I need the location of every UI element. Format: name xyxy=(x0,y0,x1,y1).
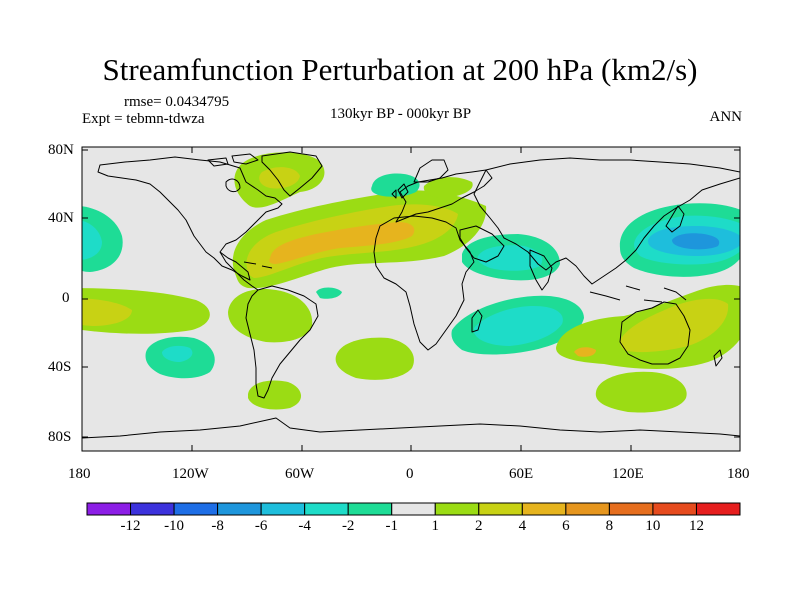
colorbar-label: 1 xyxy=(431,518,440,534)
lon-label-0: 0 xyxy=(406,466,414,482)
colorbar-label: 6 xyxy=(562,518,570,534)
contour-satlantic-pos1 xyxy=(335,337,414,380)
colorbar-swatch xyxy=(608,502,654,516)
colorbar-label: -4 xyxy=(298,518,311,534)
colorbar-label: 8 xyxy=(605,518,614,534)
colorbar-swatch xyxy=(478,502,523,516)
contour-australia-pos4 xyxy=(574,347,596,357)
coastline-hudson-bay xyxy=(225,178,241,193)
coastline-new-zealand xyxy=(713,349,723,367)
contour-australia-pos2 xyxy=(620,298,729,353)
lon-label-180w: 180 xyxy=(68,466,91,482)
contour-spacific-neg2 xyxy=(162,345,193,362)
lon-label-60w: 60W xyxy=(285,466,315,482)
coastline-indonesia xyxy=(589,285,687,303)
map-title: Streamfunction Perturbation at 200 hPa (… xyxy=(102,52,698,87)
colorbar-label: 4 xyxy=(518,518,527,534)
colorbar-swatch xyxy=(434,502,480,516)
rmse-label: rmse= 0.0434795 xyxy=(124,94,230,110)
lat-label-80n: 80N xyxy=(48,142,74,158)
colorbar-swatch xyxy=(304,502,349,516)
contour-greenland-pos2 xyxy=(259,167,300,189)
axis-ticks xyxy=(82,147,740,451)
contour-wpacific-neg6 xyxy=(672,233,720,250)
contour-epacific-neg2 xyxy=(82,220,102,260)
experiment-label: Expt = tebmn-tdwza xyxy=(82,111,205,127)
coastline-australia xyxy=(619,301,691,365)
colorbar-label: 10 xyxy=(645,518,661,534)
colorbar-swatch xyxy=(652,502,697,516)
contour-trop-epacific-pos2 xyxy=(82,298,132,326)
colorbar-swatch xyxy=(391,502,436,516)
contour-patagonia-pos1 xyxy=(248,380,302,410)
colorbar-label: 2 xyxy=(475,518,483,534)
lon-label-120e: 120E xyxy=(612,466,644,482)
contour-southern-pos1 xyxy=(595,371,687,413)
contour-field xyxy=(82,151,740,439)
coastline-british-isles xyxy=(391,183,409,199)
colorbar-label: -2 xyxy=(341,518,355,534)
lon-label-180e: 180 xyxy=(727,466,750,482)
contour-centralasia-pos1 xyxy=(423,177,473,198)
season-label: ANN xyxy=(709,109,743,125)
lon-label-60e: 60E xyxy=(509,466,534,482)
colorbar-swatch xyxy=(217,502,262,516)
lat-label-40n: 40N xyxy=(48,210,74,226)
colorbar-label: -12 xyxy=(120,518,141,534)
coastline-scandinavia xyxy=(413,159,449,183)
lat-label-80s: 80S xyxy=(48,429,72,445)
coastline-central-america xyxy=(219,251,259,291)
colorbar-swatch xyxy=(130,502,175,516)
coastline-india xyxy=(529,249,553,291)
colorbar-swatch xyxy=(521,502,567,516)
coastline-africa xyxy=(373,215,475,351)
coastline-north-america xyxy=(97,156,283,281)
contour-sindian-neg2 xyxy=(474,306,563,346)
colorbar-swatch xyxy=(695,502,741,516)
colorbar-label: -10 xyxy=(164,518,185,534)
colorbar-swatch xyxy=(86,502,132,516)
contour-arabia-neg2 xyxy=(477,245,543,271)
coastline-madagascar xyxy=(471,309,483,333)
coastline-south-america xyxy=(245,285,319,399)
coastline-antarctica xyxy=(82,417,740,439)
coastline-arabia xyxy=(459,225,505,263)
colorbar-swatch xyxy=(173,502,219,516)
colorbar-swatch xyxy=(347,502,393,516)
coastlines xyxy=(82,151,740,439)
colorbar-label: 12 xyxy=(688,518,704,534)
colorbar-swatch xyxy=(260,502,306,516)
colorbar xyxy=(86,502,741,516)
coastline-japan xyxy=(665,205,685,233)
colorbar-label: -1 xyxy=(385,518,398,534)
coastline-caribbean xyxy=(243,261,273,269)
contour-sa-small-neg1 xyxy=(316,287,342,299)
colorbar-label: -8 xyxy=(211,518,224,534)
period-label: 130kyr BP - 000kyr BP xyxy=(330,106,472,122)
coastline-arctic-islands xyxy=(207,153,259,167)
lat-label-40s: 40S xyxy=(48,359,72,375)
colorbar-swatch xyxy=(565,502,610,516)
coastline-asia xyxy=(473,157,740,285)
coastline-greenland xyxy=(261,151,323,197)
lon-label-120w: 120W xyxy=(172,466,209,482)
colorbar-label: -6 xyxy=(254,518,268,534)
lat-label-0: 0 xyxy=(62,290,70,306)
